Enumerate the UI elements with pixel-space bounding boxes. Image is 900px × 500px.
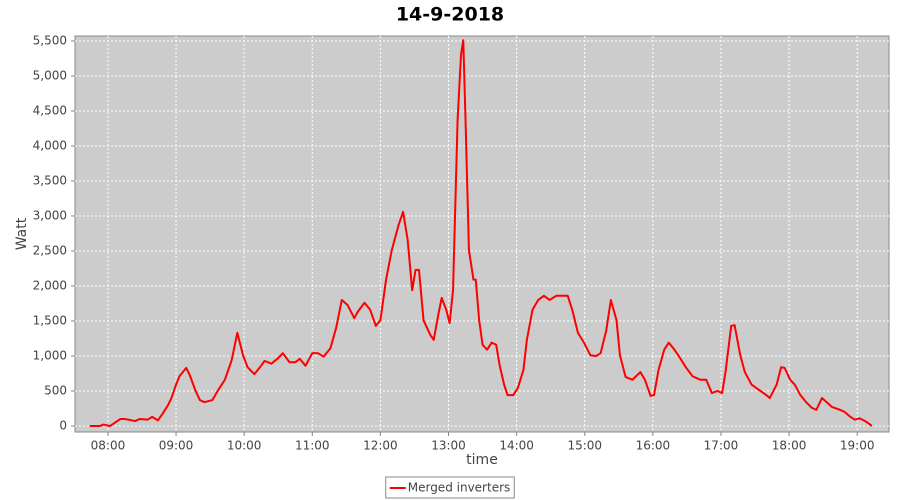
x-tick-label: 17:00 — [704, 439, 739, 453]
y-tick-label: 1,500 — [33, 313, 67, 327]
x-tick-label: 16:00 — [636, 439, 671, 453]
x-axis-label: time — [466, 452, 498, 468]
x-tick-label: 12:00 — [363, 439, 398, 453]
x-tick-label: 14:00 — [499, 439, 534, 453]
y-tick-label: 5,500 — [33, 33, 67, 47]
legend-box — [385, 476, 515, 499]
y-axis-label: Watt — [14, 217, 30, 250]
x-tick-label: 18:00 — [772, 439, 807, 453]
y-tick-label: 5,000 — [33, 68, 67, 82]
y-tick-label: 4,000 — [33, 138, 67, 152]
data-line — [89, 39, 873, 427]
x-tick-label: 11:00 — [295, 439, 330, 453]
y-tick-label: 2,500 — [33, 243, 67, 257]
y-tick-label: 3,500 — [33, 173, 67, 187]
y-tick-label: 500 — [44, 383, 67, 397]
legend-label: Merged inverters — [408, 481, 511, 495]
y-tick-label: 0 — [59, 418, 67, 432]
x-tick-label: 10:00 — [227, 439, 262, 453]
y-tick-label: 1,000 — [33, 348, 67, 362]
y-tick-label: 3,000 — [33, 208, 67, 222]
x-tick-label: 15:00 — [567, 439, 602, 453]
legend: Merged inverters — [385, 476, 515, 499]
chart-title: 14-9-2018 — [396, 4, 504, 26]
x-tick-label: 19:00 — [840, 439, 875, 453]
plot-area — [74, 35, 890, 433]
x-tick-label: 13:00 — [431, 439, 466, 453]
x-tick-label: 08:00 — [91, 439, 126, 453]
x-tick-label: 09:00 — [159, 439, 194, 453]
y-tick-label: 4,500 — [33, 103, 67, 117]
y-tick-label: 2,000 — [33, 278, 67, 292]
